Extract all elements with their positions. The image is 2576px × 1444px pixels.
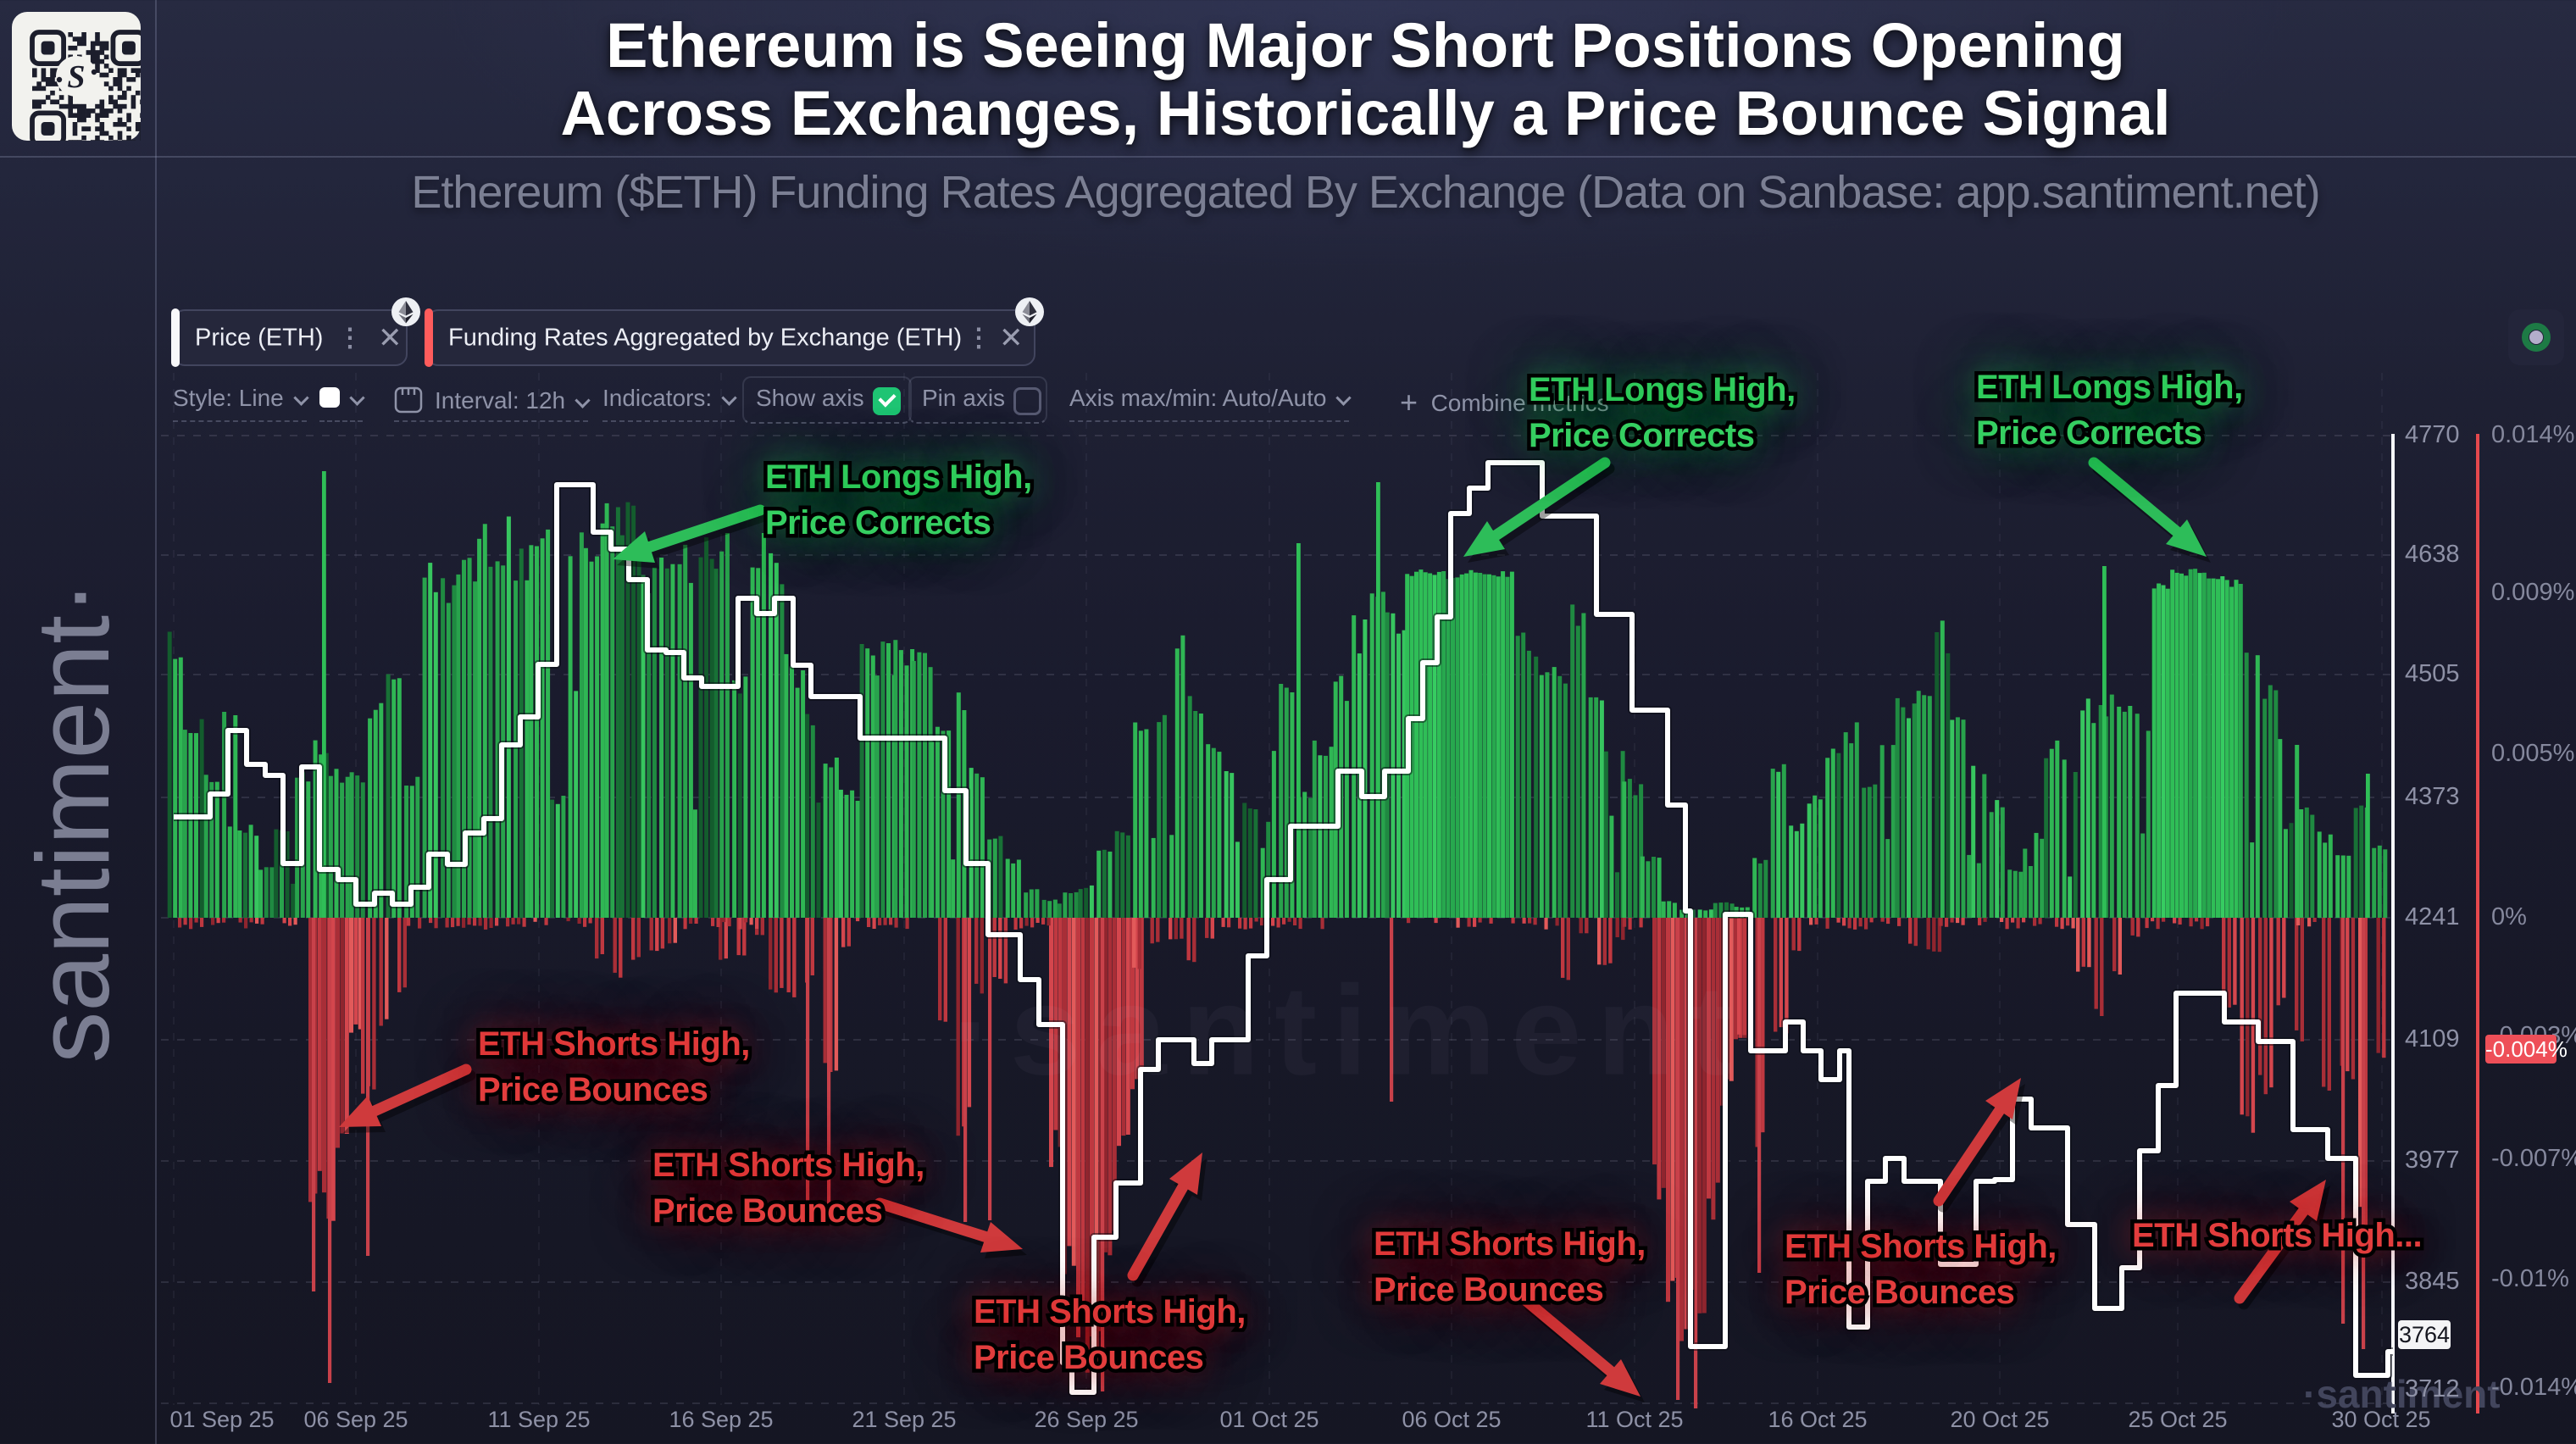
svg-text:S: S — [67, 59, 85, 95]
